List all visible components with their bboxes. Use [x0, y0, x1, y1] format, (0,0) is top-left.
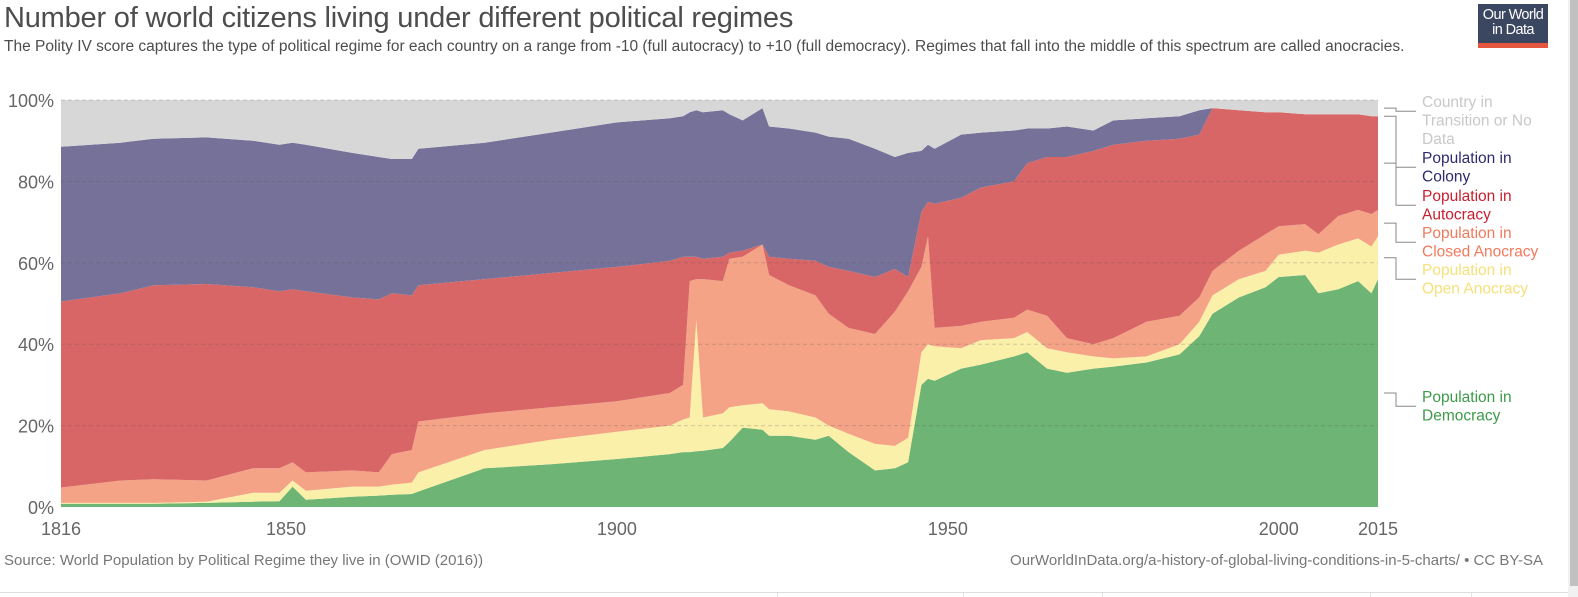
x-tick-label: 1850 [266, 519, 306, 539]
legend-connector [1384, 162, 1416, 206]
footer-separator [963, 593, 964, 597]
legend-label: Open Anocracy [1422, 281, 1528, 298]
x-axis-ticks: 1816 1850 1900 1950 2000 2015 [41, 519, 1398, 539]
area-population-in-colony[interactable] [61, 108, 1378, 302]
area-population-in-democracy[interactable] [61, 275, 1378, 507]
footer-separator [1370, 593, 1371, 597]
chart-subtitle: The Polity IV score captures the type of… [4, 38, 1405, 55]
source-note: Source: World Population by Political Re… [4, 552, 484, 569]
legend-item[interactable]: Population in Autocracy [1422, 188, 1512, 224]
legend-connector [1384, 222, 1416, 243]
footer-divider [0, 592, 1568, 593]
x-tick-label: 1900 [597, 519, 637, 539]
legend-label: Autocracy [1422, 207, 1491, 224]
legend-label: Country in [1422, 94, 1493, 111]
legend-label: Transition or No [1422, 113, 1532, 130]
scrollbar-thumb[interactable] [1570, 0, 1578, 586]
x-tick-label: 1816 [41, 519, 81, 539]
legend-connector [1384, 107, 1416, 112]
legend-item[interactable]: Population in Colony [1422, 150, 1512, 186]
area-population-in-autocracy[interactable] [61, 108, 1378, 488]
legend-label: Population in [1422, 389, 1512, 406]
x-tick-label: 2000 [1259, 519, 1299, 539]
logo-text-line2: in Data [1492, 22, 1534, 38]
legend-label: Closed Anocracy [1422, 244, 1539, 261]
legend: Population in Democracy Population in Open … [1384, 94, 1539, 425]
area-layers [61, 100, 1378, 507]
legend-label: Population in [1422, 225, 1512, 242]
footer-separator [777, 593, 778, 597]
x-tick-label: 1950 [928, 519, 968, 539]
legend-label: Population in [1422, 262, 1512, 279]
stacked-area-chart: 0% 20% 40% 60% 80% 100% 1816 1850 1900 1950 2000 2… [8, 91, 1539, 539]
y-tick-label: 60% [18, 254, 54, 274]
area-population-in-closed-anocracy[interactable] [61, 209, 1378, 503]
gridlines [61, 99, 1378, 427]
legend-connector [1384, 392, 1416, 407]
owid-logo[interactable]: Our World in Data [1478, 4, 1548, 48]
credit-link[interactable]: OurWorldInData.org/a-history-of-global-l… [1010, 552, 1543, 569]
y-axis-ticks: 0% 20% 40% 60% 80% 100% [8, 91, 54, 518]
footer-separator [1102, 593, 1103, 597]
legend-label: Population in [1422, 188, 1512, 205]
legend-label: Data [1422, 131, 1455, 148]
legend-label: Population in [1422, 150, 1512, 167]
chart-title: Number of world citizens living under di… [4, 2, 794, 34]
legend-connector [1384, 257, 1416, 280]
legend-item[interactable]: Population in Open Anocracy [1422, 262, 1528, 298]
footer-separator [1471, 593, 1472, 597]
y-tick-label: 40% [18, 335, 54, 355]
y-tick-label: 20% [18, 417, 54, 437]
legend-label: Colony [1422, 169, 1470, 186]
legend-item[interactable]: Population in Closed Anocracy [1422, 225, 1539, 261]
y-tick-label: 0% [28, 498, 54, 518]
legend-label: Democracy [1422, 408, 1501, 425]
y-tick-label: 100% [8, 91, 54, 111]
legend-item[interactable]: Population in Democracy [1422, 389, 1512, 425]
y-tick-label: 80% [18, 172, 54, 192]
logo-accent-bar [1478, 43, 1548, 48]
x-tick-label: 2015 [1358, 519, 1398, 539]
logo-text-line1: Our World [1482, 7, 1544, 23]
area-country-in-transition-or-no-data[interactable] [61, 100, 1378, 159]
legend-connector [1384, 115, 1416, 168]
